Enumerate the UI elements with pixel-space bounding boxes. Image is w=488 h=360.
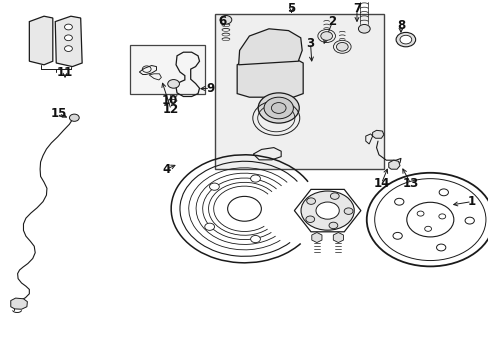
Circle shape	[436, 244, 445, 251]
Text: 2: 2	[328, 15, 336, 28]
Circle shape	[416, 211, 423, 216]
Circle shape	[301, 191, 353, 230]
FancyBboxPatch shape	[129, 45, 205, 94]
Text: 13: 13	[402, 177, 418, 190]
Circle shape	[250, 175, 260, 182]
Polygon shape	[311, 233, 321, 243]
Text: 1: 1	[467, 195, 475, 208]
Text: 6: 6	[218, 15, 226, 28]
Polygon shape	[388, 160, 399, 169]
Circle shape	[306, 198, 315, 204]
Circle shape	[320, 32, 332, 40]
Polygon shape	[294, 189, 360, 232]
Text: 7: 7	[352, 3, 360, 15]
Polygon shape	[238, 29, 302, 65]
FancyBboxPatch shape	[215, 14, 383, 169]
Circle shape	[330, 193, 339, 199]
Text: 9: 9	[206, 82, 214, 95]
Polygon shape	[237, 56, 303, 97]
Text: 12: 12	[163, 103, 179, 116]
Circle shape	[204, 223, 214, 230]
Circle shape	[264, 97, 293, 119]
Circle shape	[64, 24, 72, 30]
Text: 5: 5	[287, 3, 295, 15]
Circle shape	[358, 24, 369, 33]
Circle shape	[328, 222, 337, 229]
Circle shape	[315, 202, 339, 219]
Circle shape	[64, 35, 72, 41]
Circle shape	[406, 202, 453, 237]
Text: 11: 11	[57, 66, 73, 78]
Polygon shape	[372, 130, 383, 138]
Circle shape	[336, 42, 347, 51]
Circle shape	[227, 197, 261, 221]
Polygon shape	[11, 298, 27, 309]
Polygon shape	[29, 16, 53, 65]
Text: 15: 15	[50, 107, 67, 120]
Text: 4: 4	[162, 163, 170, 176]
Text: 10: 10	[162, 94, 178, 107]
Circle shape	[424, 226, 430, 231]
Circle shape	[394, 198, 403, 205]
Circle shape	[167, 80, 179, 88]
Circle shape	[209, 183, 219, 190]
Circle shape	[395, 32, 415, 47]
Text: 8: 8	[396, 19, 404, 32]
Polygon shape	[55, 16, 82, 67]
Circle shape	[392, 233, 402, 239]
Circle shape	[258, 93, 299, 123]
Circle shape	[220, 15, 231, 24]
Circle shape	[250, 235, 260, 243]
Text: 3: 3	[306, 37, 314, 50]
Circle shape	[305, 216, 314, 222]
Circle shape	[271, 103, 285, 113]
Circle shape	[344, 208, 352, 214]
Circle shape	[438, 214, 445, 219]
Circle shape	[438, 189, 447, 196]
Polygon shape	[333, 233, 343, 243]
Circle shape	[64, 46, 72, 51]
Circle shape	[399, 35, 411, 44]
Text: 14: 14	[372, 177, 389, 190]
Circle shape	[366, 173, 488, 266]
Circle shape	[464, 217, 473, 224]
Circle shape	[69, 114, 79, 121]
